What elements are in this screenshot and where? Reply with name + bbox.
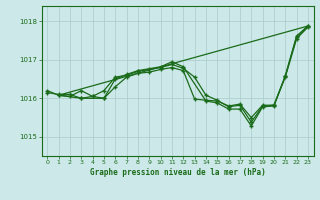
X-axis label: Graphe pression niveau de la mer (hPa): Graphe pression niveau de la mer (hPa) — [90, 168, 266, 177]
